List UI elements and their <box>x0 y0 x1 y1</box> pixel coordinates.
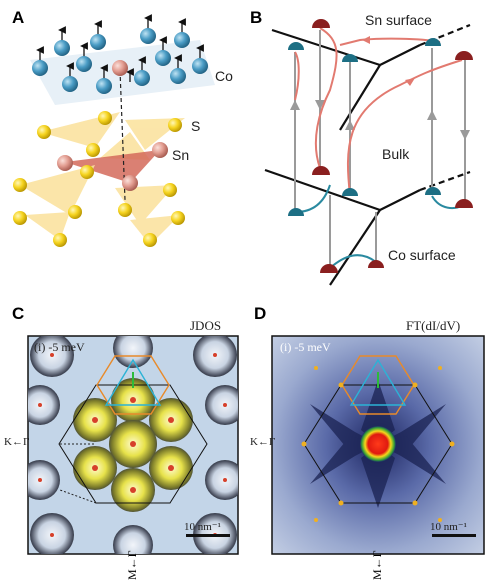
label-bulk: Bulk <box>382 146 410 162</box>
ft-axis-bottom: M←Γ <box>370 550 384 580</box>
ft-title: FT(dI/dV) <box>406 318 461 333</box>
label-sn: Sn <box>172 147 190 163</box>
plane-edges <box>264 23 471 286</box>
panel-letter-a: A <box>12 8 25 27</box>
co-atoms <box>32 14 208 94</box>
ft-bragg-peaks <box>301 366 455 522</box>
s-atoms <box>13 111 185 247</box>
jdos-star-markers <box>38 353 227 537</box>
jdos-orange-hexagon <box>96 355 170 415</box>
panel-letter-c: C <box>12 304 25 323</box>
sn-atoms <box>57 142 168 191</box>
label-co: Co <box>215 68 233 84</box>
label-sn-surface: Sn surface <box>365 12 432 28</box>
jdos-bz-hexagon <box>58 384 208 504</box>
sn-triangle <box>65 150 160 183</box>
label-co-surface: Co surface <box>388 247 456 263</box>
jdos-cyan-triangle <box>104 358 162 406</box>
co-surface-dots <box>320 260 384 273</box>
jdos-scale-label: 10 nm⁻¹ <box>184 521 221 533</box>
ft-energy-label: (i) -5 meV <box>280 340 331 354</box>
panel-letter-d: D <box>254 304 267 323</box>
panel-letter-b: B <box>250 8 263 27</box>
jdos-axis-left: K←Γ <box>4 436 30 448</box>
ft-center-peak <box>360 426 396 462</box>
ft-scale-label: 10 nm⁻¹ <box>430 521 467 533</box>
bulk-dots <box>288 166 473 216</box>
jdos-title: JDOS <box>190 318 222 333</box>
s-layer-triangles-bottom <box>20 165 180 245</box>
ft-cyan-triangle <box>349 358 407 406</box>
label-s: S <box>191 118 201 134</box>
sn-surface-dots <box>288 19 473 62</box>
jdos-energy-label: (i) -5 meV <box>34 340 85 354</box>
ft-axis-left: K←Γ <box>250 436 276 448</box>
